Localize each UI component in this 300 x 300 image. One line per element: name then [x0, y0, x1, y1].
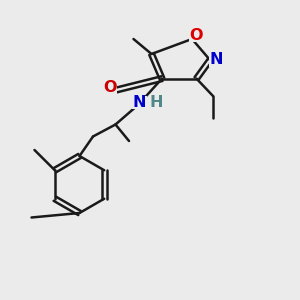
Text: H: H: [150, 95, 163, 110]
FancyBboxPatch shape: [209, 53, 224, 67]
Text: O: O: [103, 80, 116, 95]
FancyBboxPatch shape: [102, 81, 117, 94]
FancyBboxPatch shape: [132, 96, 147, 109]
FancyBboxPatch shape: [189, 28, 204, 42]
Text: N: N: [133, 95, 146, 110]
Text: O: O: [190, 28, 203, 43]
FancyBboxPatch shape: [149, 96, 164, 109]
Text: N: N: [210, 52, 223, 68]
